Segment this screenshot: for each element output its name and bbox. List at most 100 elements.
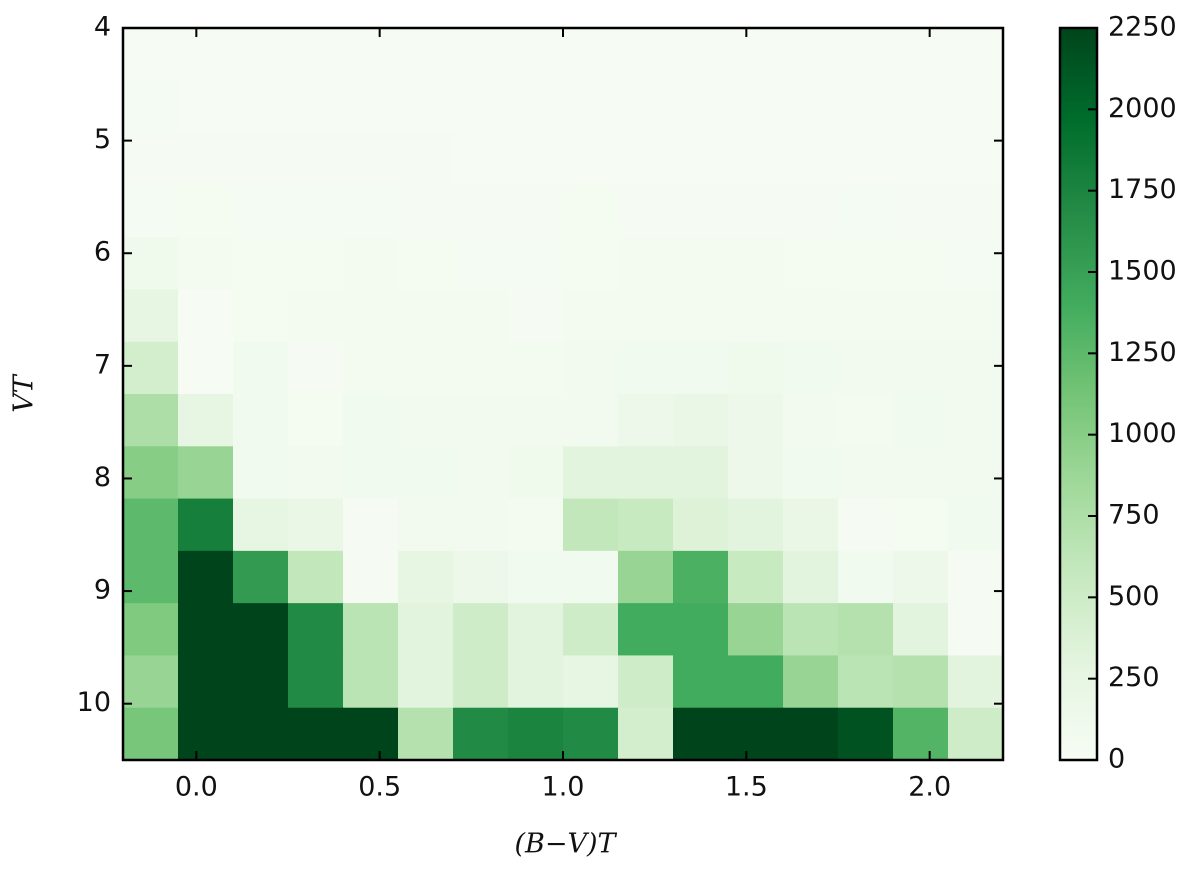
heatmap-cell	[453, 237, 509, 290]
heatmap-cell	[453, 132, 509, 186]
heatmap-cell	[508, 550, 564, 604]
colorbar-tick-label: 500	[1108, 581, 1160, 612]
heatmap-cell	[563, 446, 619, 500]
heatmap-cell	[453, 289, 509, 343]
heatmap-cell	[783, 80, 839, 134]
heatmap-cell	[233, 707, 289, 761]
heatmap-cell	[673, 498, 729, 552]
heatmap-cell	[233, 28, 289, 81]
heatmap-cell	[618, 184, 674, 238]
heatmap-cell	[398, 603, 454, 656]
heatmap-cell	[123, 184, 179, 238]
heatmap-cell	[343, 28, 399, 81]
heatmap-cell	[123, 603, 179, 656]
x-tick-label: 2.0	[908, 772, 951, 803]
heatmap-cell	[343, 655, 399, 709]
heatmap-cell	[233, 184, 289, 238]
y-tick-label: 10	[77, 687, 111, 718]
heatmap-cell	[893, 394, 949, 447]
colorbar-frame	[1058, 26, 1099, 762]
heatmap-cell	[178, 707, 234, 761]
colorbar-tick-label: 750	[1108, 500, 1160, 531]
heatmap-cell	[343, 603, 399, 656]
heatmap-cell	[288, 446, 344, 500]
heatmap-cell	[123, 80, 179, 134]
heatmap-cell	[508, 446, 564, 500]
heatmap-cell	[343, 394, 399, 447]
heatmap-cell	[178, 132, 234, 186]
heatmap-cell	[893, 80, 949, 134]
heatmap-cell	[453, 655, 509, 709]
heatmap-cell	[288, 289, 344, 343]
heatmap-cell	[398, 655, 454, 709]
heatmap-cell	[618, 446, 674, 500]
colorbar-tick-label: 2000	[1108, 93, 1177, 124]
heatmap-cell	[288, 132, 344, 186]
heatmap-cell	[783, 707, 839, 761]
heatmap-cell	[728, 28, 784, 81]
heatmap-cell	[948, 28, 1004, 81]
heatmap-cell	[398, 446, 454, 500]
heatmap-cell	[728, 80, 784, 134]
heatmap-cell	[838, 394, 894, 447]
heatmap-cell	[618, 498, 674, 552]
heatmap-cell	[508, 498, 564, 552]
heatmap-cell	[123, 28, 179, 81]
heatmap-cell	[673, 603, 729, 656]
heatmap-cell	[838, 80, 894, 134]
x-tick-label: 0.5	[358, 772, 401, 803]
heatmap-cell	[453, 184, 509, 238]
heatmap-cell	[563, 394, 619, 447]
colorbar-tick-label: 0	[1108, 744, 1125, 775]
heatmap-cell	[563, 707, 619, 761]
heatmap-cell	[508, 394, 564, 447]
heatmap-cell	[178, 289, 234, 343]
heatmap-cell	[178, 603, 234, 656]
heatmap-cell	[563, 80, 619, 134]
heatmap-cell	[838, 341, 894, 395]
heatmap-cell	[233, 655, 289, 709]
heatmap-cell	[398, 237, 454, 290]
heatmap-cell	[948, 446, 1004, 500]
heatmap-cell	[618, 603, 674, 656]
heatmap-cell	[728, 707, 784, 761]
heatmap-cell	[948, 655, 1004, 709]
heatmap-cell	[948, 237, 1004, 290]
heatmap-cell	[453, 498, 509, 552]
heatmap-cell	[948, 603, 1004, 656]
y-tick-label: 4	[94, 12, 111, 43]
heatmap-cell	[728, 394, 784, 447]
heatmap-cell	[838, 28, 894, 81]
heatmap-cell	[178, 498, 234, 552]
colorbar-tick-label: 1250	[1108, 337, 1177, 368]
heatmap-cell	[783, 394, 839, 447]
heatmap-cell	[563, 184, 619, 238]
heatmap-cell	[453, 550, 509, 604]
heatmap-cell	[508, 184, 564, 238]
heatmap-cell	[618, 394, 674, 447]
heatmap-cell	[673, 289, 729, 343]
heatmap-cell	[673, 550, 729, 604]
heatmap-cell	[948, 394, 1004, 447]
heatmap-cell	[838, 184, 894, 238]
heatmap-cell	[288, 707, 344, 761]
heatmap-cell	[783, 603, 839, 656]
heatmap-cell	[563, 341, 619, 395]
heatmap-cell	[948, 707, 1004, 761]
heatmap-cell	[893, 707, 949, 761]
heatmap-cell	[398, 707, 454, 761]
heatmap-cell	[123, 132, 179, 186]
heatmap-cell	[288, 184, 344, 238]
heatmap-cell	[838, 655, 894, 709]
heatmap-cell	[838, 707, 894, 761]
heatmap-cell	[673, 341, 729, 395]
heatmap-cell	[618, 655, 674, 709]
y-tick-label: 8	[94, 462, 111, 493]
heatmap-cell	[673, 394, 729, 447]
heatmap-cell	[618, 132, 674, 186]
heatmap-cell	[123, 289, 179, 343]
heatmap-cell	[948, 289, 1004, 343]
heatmap-cell	[508, 80, 564, 134]
colorbar-tick-label: 1750	[1108, 174, 1177, 205]
